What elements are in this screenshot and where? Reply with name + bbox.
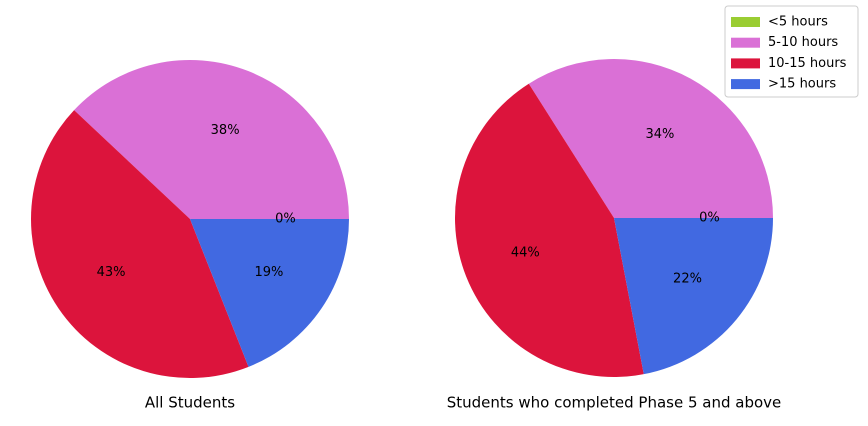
slice-label: 44%: [511, 246, 540, 261]
legend-swatch: [731, 37, 760, 48]
slice-label: 22%: [673, 271, 702, 286]
legend-swatch: [731, 17, 760, 27]
pie-slice: [614, 218, 773, 375]
pie-slice: [454, 83, 644, 377]
pie-slice: [74, 60, 349, 220]
slice-label: 34%: [646, 127, 675, 142]
legend: <5 hours 5-10 hours 10-15 hours >15 hours: [724, 5, 859, 98]
slice-label: 43%: [97, 265, 126, 280]
pie-slice: [31, 110, 249, 378]
slice-label: 0%: [275, 212, 296, 227]
legend-swatch: [731, 79, 760, 90]
pie-slice: [190, 219, 349, 367]
legend-label: 10-15 hours: [768, 56, 847, 71]
chart-title: All Students: [145, 394, 235, 412]
legend-label: <5 hours: [768, 15, 828, 30]
legend-label: >15 hours: [768, 77, 836, 92]
pie-slice: [528, 58, 773, 219]
legend-label: 5-10 hours: [768, 35, 838, 50]
chart-title: Students who completed Phase 5 and above: [447, 394, 782, 412]
slice-label: 19%: [254, 265, 283, 280]
slice-label: 0%: [699, 211, 720, 226]
legend-box: [724, 5, 859, 98]
slice-label: 38%: [211, 123, 240, 138]
legend-swatch: [731, 58, 760, 69]
